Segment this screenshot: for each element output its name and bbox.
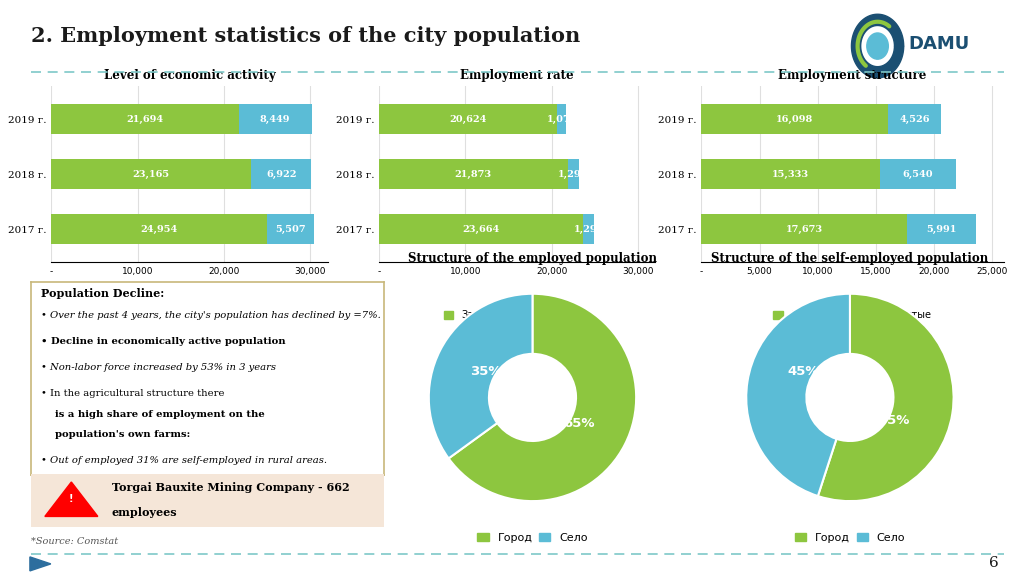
Text: population's own farms:: population's own farms:	[55, 430, 190, 439]
Text: 5,991: 5,991	[927, 225, 956, 234]
Bar	[379, 159, 568, 190]
Text: 21,873: 21,873	[455, 170, 492, 179]
Legend: Рабочая сила, Не рабочая сила: Рабочая сила, Не рабочая сила	[87, 306, 292, 324]
Text: employees: employees	[112, 507, 177, 518]
Title: Employment rate: Employment rate	[461, 70, 573, 82]
Bar	[907, 214, 976, 244]
Text: 1,070: 1,070	[547, 115, 577, 124]
Text: 23,664: 23,664	[463, 225, 500, 234]
Text: 1,290: 1,290	[573, 225, 604, 234]
Wedge shape	[449, 294, 636, 501]
Text: 20,624: 20,624	[450, 115, 486, 124]
Circle shape	[866, 33, 888, 59]
Title: Level of economic activity: Level of economic activity	[103, 70, 275, 82]
Title: Employment structure: Employment structure	[778, 70, 927, 82]
Wedge shape	[818, 294, 953, 501]
Text: 35%: 35%	[470, 365, 502, 378]
Text: • In the agricultural structure there: • In the agricultural structure there	[41, 389, 228, 399]
Wedge shape	[746, 294, 850, 496]
Bar	[379, 214, 584, 244]
Bar	[889, 104, 941, 134]
Text: Torgai Bauxite Mining Company - 662: Torgai Bauxite Mining Company - 662	[112, 482, 349, 493]
Polygon shape	[852, 14, 903, 78]
Polygon shape	[30, 557, 51, 571]
Bar	[379, 104, 557, 134]
Bar	[568, 159, 579, 190]
Bar	[267, 214, 314, 244]
Text: 2. Employment statistics of the city population: 2. Employment statistics of the city pop…	[31, 26, 580, 46]
Polygon shape	[45, 482, 98, 517]
Bar	[701, 104, 889, 134]
Wedge shape	[429, 294, 532, 458]
Text: 5,507: 5,507	[275, 225, 306, 234]
Title: Structure of the self-employed population: Structure of the self-employed populatio…	[712, 252, 988, 266]
Text: DAMU: DAMU	[908, 35, 970, 53]
Text: 1,292: 1,292	[558, 170, 589, 179]
Bar	[701, 214, 907, 244]
Text: 16,098: 16,098	[776, 115, 814, 124]
Bar	[557, 104, 566, 134]
Bar	[584, 214, 595, 244]
Legend: Наемные, Самозанятые: Наемные, Самозанятые	[769, 306, 936, 324]
Bar	[251, 159, 311, 190]
Text: • Over the past 4 years, the city's population has declined by =7%.: • Over the past 4 years, the city's popu…	[41, 311, 381, 320]
Text: 4,526: 4,526	[899, 115, 930, 124]
Text: *Source: Comstat: *Source: Comstat	[31, 537, 118, 546]
Text: is a high share of employment on the: is a high share of employment on the	[55, 410, 265, 419]
Text: • Out of employed 31% are self-employed in rural areas.: • Out of employed 31% are self-employed …	[41, 456, 328, 465]
Text: 45%: 45%	[787, 365, 819, 378]
Text: 15,333: 15,333	[772, 170, 809, 179]
Text: 6,922: 6,922	[266, 170, 297, 179]
Text: 55%: 55%	[878, 414, 909, 427]
Title: Structure of the employed population: Structure of the employed population	[408, 252, 657, 266]
Text: 8,449: 8,449	[260, 115, 291, 124]
Legend: Город, Село: Город, Село	[791, 529, 909, 547]
Text: • Decline in economically active population: • Decline in economically active populat…	[41, 337, 286, 346]
Bar	[51, 159, 251, 190]
Bar	[51, 104, 239, 134]
Text: 23,165: 23,165	[133, 170, 170, 179]
Bar	[239, 104, 311, 134]
Text: 17,673: 17,673	[785, 225, 822, 234]
Bar	[701, 159, 880, 190]
Text: 6,540: 6,540	[902, 170, 933, 179]
Bar	[880, 159, 955, 190]
Text: • Non-labor force increased by 53% in 3 years: • Non-labor force increased by 53% in 3 …	[41, 363, 276, 372]
Bar	[51, 214, 267, 244]
Text: !: !	[69, 494, 74, 505]
Text: 21,694: 21,694	[126, 115, 164, 124]
Legend: Город, Село: Город, Село	[473, 529, 592, 547]
Legend: Занято, Безработные: Занято, Безработные	[439, 306, 595, 324]
Text: 24,954: 24,954	[140, 225, 177, 234]
Text: 65%: 65%	[563, 417, 595, 430]
Text: Population Decline:: Population Decline:	[41, 288, 165, 299]
Text: 6: 6	[988, 556, 998, 570]
